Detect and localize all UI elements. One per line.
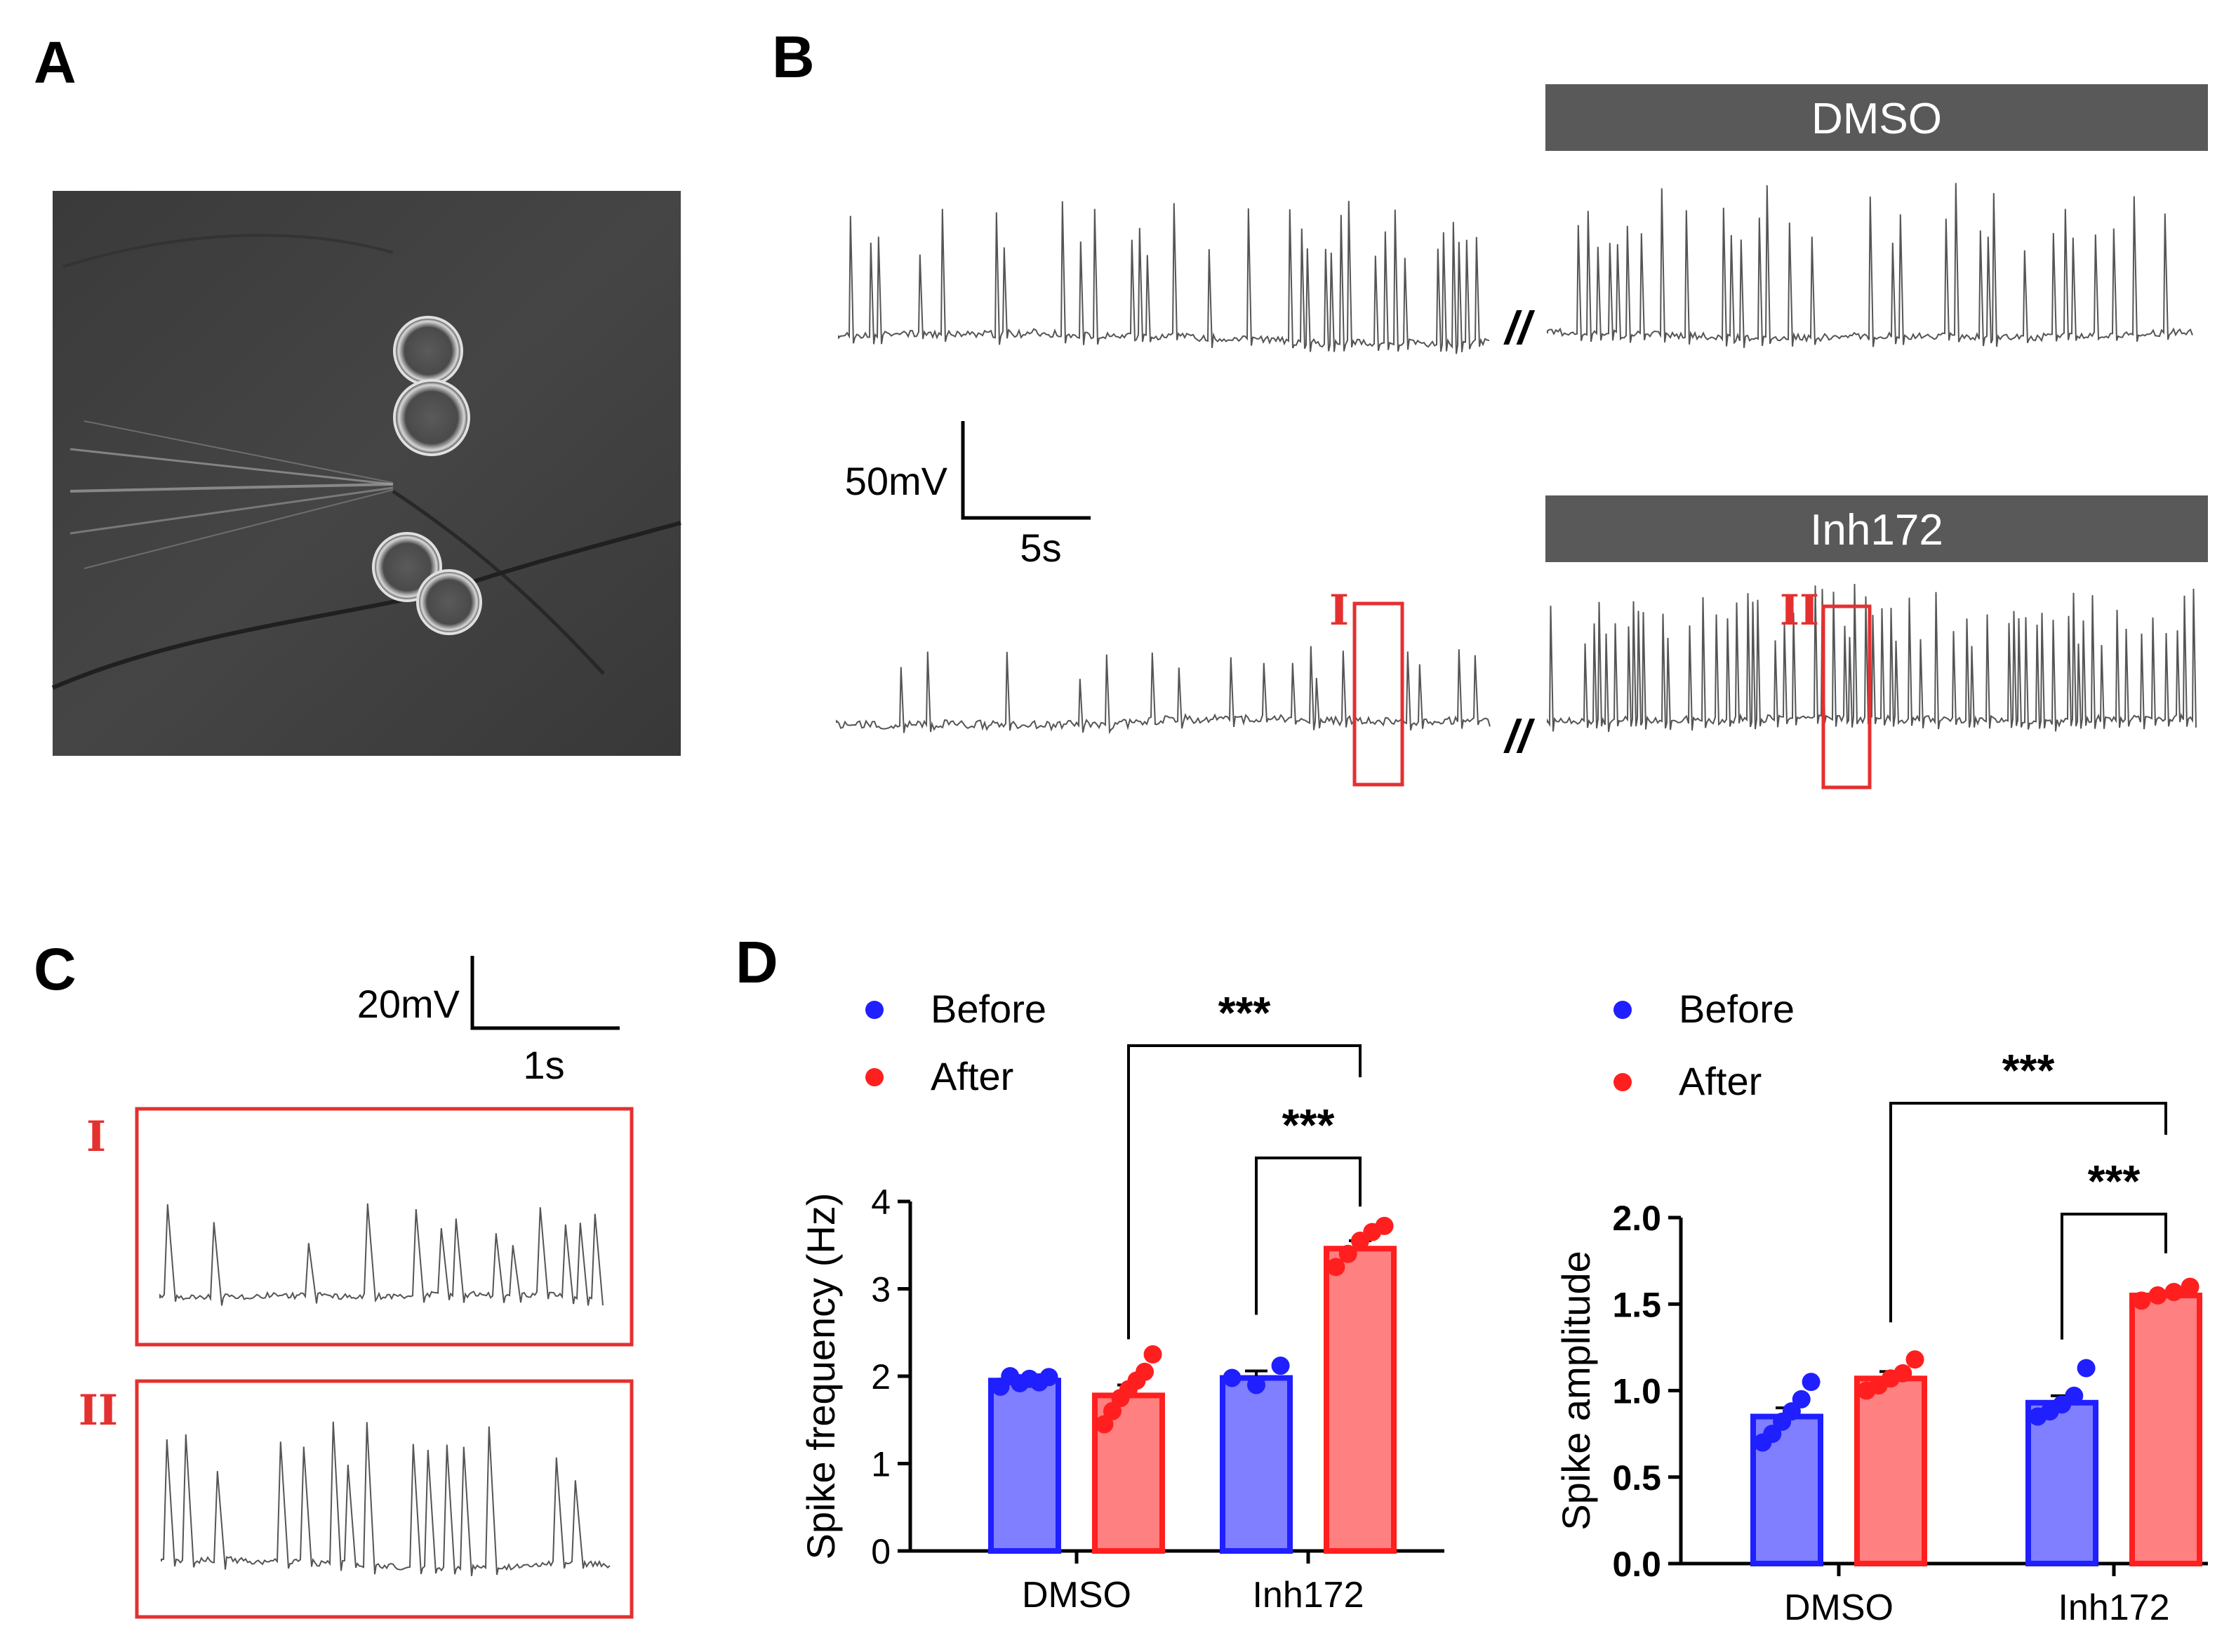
data-point — [1143, 1345, 1162, 1364]
zoom-label-i: I — [1329, 586, 1349, 635]
legend-label: Before — [931, 987, 1046, 1031]
significance-label: *** — [2002, 1045, 2055, 1095]
x-tick-label: DMSO — [1784, 1587, 1894, 1628]
scale-time-c: 1s — [523, 1043, 564, 1087]
data-point — [1763, 1425, 1782, 1444]
data-point — [1905, 1350, 1924, 1369]
scale-bar-b — [961, 421, 1091, 520]
x-tick-label: DMSO — [1022, 1575, 1131, 1616]
y-tick-label: 1 — [871, 1445, 891, 1484]
scale-bar-c — [470, 956, 620, 1030]
zoom-box-i — [1352, 601, 1404, 787]
data-point — [1103, 1401, 1122, 1420]
zoom-panel-label-ii: II — [79, 1386, 118, 1435]
data-point — [1782, 1402, 1801, 1421]
trace-dmso-before — [838, 201, 1490, 354]
data-point — [2181, 1277, 2200, 1296]
y-tick-label: 3 — [871, 1270, 891, 1310]
bar — [988, 1378, 1061, 1554]
legend-marker — [865, 1001, 884, 1019]
y-tick-label: 1.5 — [1612, 1285, 1661, 1324]
bar — [2025, 1399, 2098, 1566]
panel-letter-a: A — [34, 29, 76, 95]
chart-spike-frequency: 0 1 2 3 4 Spike frequency (Hz) DMSO Inh172 Befor… — [799, 987, 1444, 1616]
trace-inh-after — [1547, 583, 2197, 732]
bar — [1854, 1375, 1927, 1566]
panel-c: 20mV 1s I II — [79, 956, 634, 1619]
bar — [1220, 1375, 1293, 1554]
data-point — [1223, 1368, 1242, 1387]
legend-label: After — [931, 1054, 1013, 1098]
x-tick-label: Inh172 — [2058, 1587, 2169, 1628]
scale-voltage-b: 50mV — [845, 459, 948, 503]
y-tick-label: 2.0 — [1612, 1199, 1661, 1238]
legend-label: Before — [1679, 987, 1795, 1031]
micrograph — [51, 191, 681, 756]
panel-letter-c: C — [34, 936, 76, 1002]
data-point — [1271, 1357, 1290, 1375]
y-tick-label: 1.0 — [1612, 1372, 1661, 1411]
y-axis-label: Spike frequency (Hz) — [799, 1193, 843, 1560]
data-point — [1136, 1362, 1154, 1381]
scale-time-b: 5s — [1020, 526, 1061, 570]
data-point — [2148, 1286, 2167, 1305]
bar — [2129, 1292, 2202, 1567]
data-point — [1326, 1258, 1345, 1277]
zoom-box-ii — [1821, 604, 1872, 790]
data-point — [1894, 1364, 1912, 1383]
zoom-traces — [159, 1203, 611, 1576]
data-point — [2132, 1291, 2151, 1310]
significance-bracket — [1889, 1102, 2167, 1323]
significance-label: *** — [1282, 1100, 1335, 1150]
legend-marker — [1613, 1001, 1632, 1019]
y-tick-label: 0.0 — [1612, 1545, 1661, 1584]
dmso-condition-bar — [1545, 84, 2208, 151]
data-point — [2077, 1359, 2096, 1378]
inh-condition-bar — [1545, 495, 2208, 562]
significance-label: *** — [2088, 1156, 2141, 1206]
inh-condition-label: Inh172 — [1810, 506, 1943, 554]
data-point — [1375, 1216, 1394, 1235]
data-point — [1792, 1390, 1811, 1408]
scale-voltage-c: 20mV — [357, 982, 460, 1026]
trace-zoom-i — [159, 1203, 604, 1306]
panel-letter-b: B — [772, 24, 815, 90]
panel-letter-d: D — [736, 929, 778, 995]
legend-marker — [865, 1068, 884, 1086]
y-tick-label: 4 — [871, 1183, 891, 1222]
legend-label: After — [1679, 1059, 1762, 1103]
significance-bracket — [2061, 1213, 2167, 1340]
chart-spike-amplitude: 0.0 0.5 1.0 1.5 2.0 Spike amplitude DMSO Inh172… — [1554, 987, 2208, 1628]
data-point — [1802, 1373, 1821, 1392]
y-tick-label: 0.5 — [1612, 1458, 1661, 1498]
bar — [1324, 1246, 1397, 1554]
trace-inh-before — [836, 646, 1491, 735]
y-tick-label: 2 — [871, 1357, 891, 1397]
trace-dmso-after — [1547, 182, 2193, 348]
trace-zoom-ii — [161, 1421, 611, 1576]
panel-b: DMSO Inh172 // // 50mV 5s I II — [836, 84, 2208, 790]
zoom-panel-label-i: I — [86, 1112, 106, 1161]
zoom-panel-ii — [135, 1379, 634, 1619]
break-mark-bottom: // — [1503, 710, 1536, 762]
x-tick-label: Inh172 — [1252, 1575, 1364, 1616]
zoom-panel-i — [135, 1107, 634, 1347]
data-point — [2164, 1282, 2183, 1301]
significance-bracket — [1255, 1157, 1362, 1315]
data-point — [1338, 1244, 1357, 1263]
legend-marker — [1613, 1073, 1632, 1091]
dmso-condition-label: DMSO — [1811, 95, 1942, 143]
data-point — [1095, 1415, 1114, 1434]
voltage-traces — [836, 182, 2197, 735]
y-tick-label: 0 — [871, 1532, 891, 1571]
break-mark-top: // — [1503, 302, 1536, 354]
significance-bracket — [1127, 1044, 1362, 1340]
data-point — [2065, 1386, 2084, 1405]
data-point — [1039, 1368, 1058, 1387]
data-point — [1247, 1375, 1265, 1394]
significance-label: *** — [1218, 987, 1271, 1038]
zoom-label-ii: II — [1780, 586, 1819, 635]
y-axis-label: Spike amplitude — [1554, 1251, 1598, 1530]
